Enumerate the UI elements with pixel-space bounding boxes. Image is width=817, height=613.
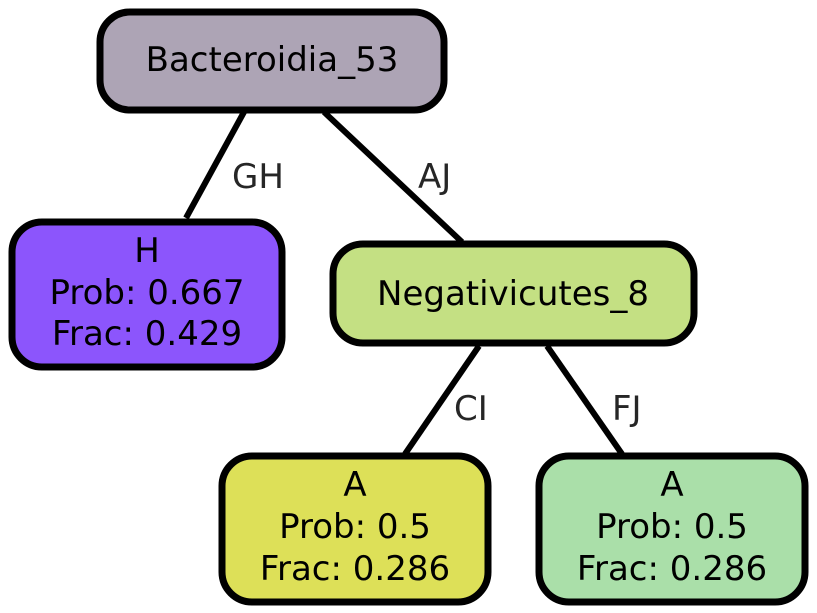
edge-negativicutes-to-a1 xyxy=(402,344,482,456)
node-leaf-a2-prob: Prob: 0.5 xyxy=(596,507,748,547)
node-root: Bacteroidia_53 xyxy=(96,8,448,114)
node-root-box xyxy=(96,8,448,114)
edge-root-to-negativicutes xyxy=(321,109,465,245)
node-leaf-a2-class: A xyxy=(660,465,683,505)
node-leaf-a1-frac: Frac: 0.286 xyxy=(260,549,450,589)
node-leaf-h-box xyxy=(8,218,286,371)
node-leaf-a1: A Prob: 0.5 Frac: 0.286 xyxy=(218,452,492,606)
edge-root-to-h xyxy=(183,110,247,220)
node-negativicutes-label: Negativicutes_8 xyxy=(377,274,649,314)
node-leaf-a2: A Prob: 0.5 Frac: 0.286 xyxy=(535,452,809,606)
node-negativicutes: Negativicutes_8 xyxy=(329,240,698,347)
node-leaf-a1-prob: Prob: 0.5 xyxy=(279,507,431,547)
node-leaf-a1-box xyxy=(218,452,492,606)
node-leaf-a2-box xyxy=(535,452,809,606)
node-leaf-h-class: H xyxy=(134,231,160,271)
node-root-label: Bacteroidia_53 xyxy=(146,40,399,80)
node-negativicutes-box xyxy=(329,240,698,347)
edge-label-gh: GH xyxy=(232,157,284,197)
edge-label-fj: FJ xyxy=(612,389,642,429)
node-leaf-h: H Prob: 0.667 Frac: 0.429 xyxy=(8,218,286,371)
node-leaf-a1-class: A xyxy=(343,465,366,505)
node-leaf-h-frac: Frac: 0.429 xyxy=(52,314,242,354)
node-leaf-h-prob: Prob: 0.667 xyxy=(49,273,244,313)
node-leaf-a2-frac: Frac: 0.286 xyxy=(577,549,767,589)
edge-label-ci: CI xyxy=(454,389,488,429)
edge-negativicutes-to-a2 xyxy=(544,344,625,456)
edges xyxy=(183,109,625,456)
edge-label-aj: AJ xyxy=(418,157,451,197)
